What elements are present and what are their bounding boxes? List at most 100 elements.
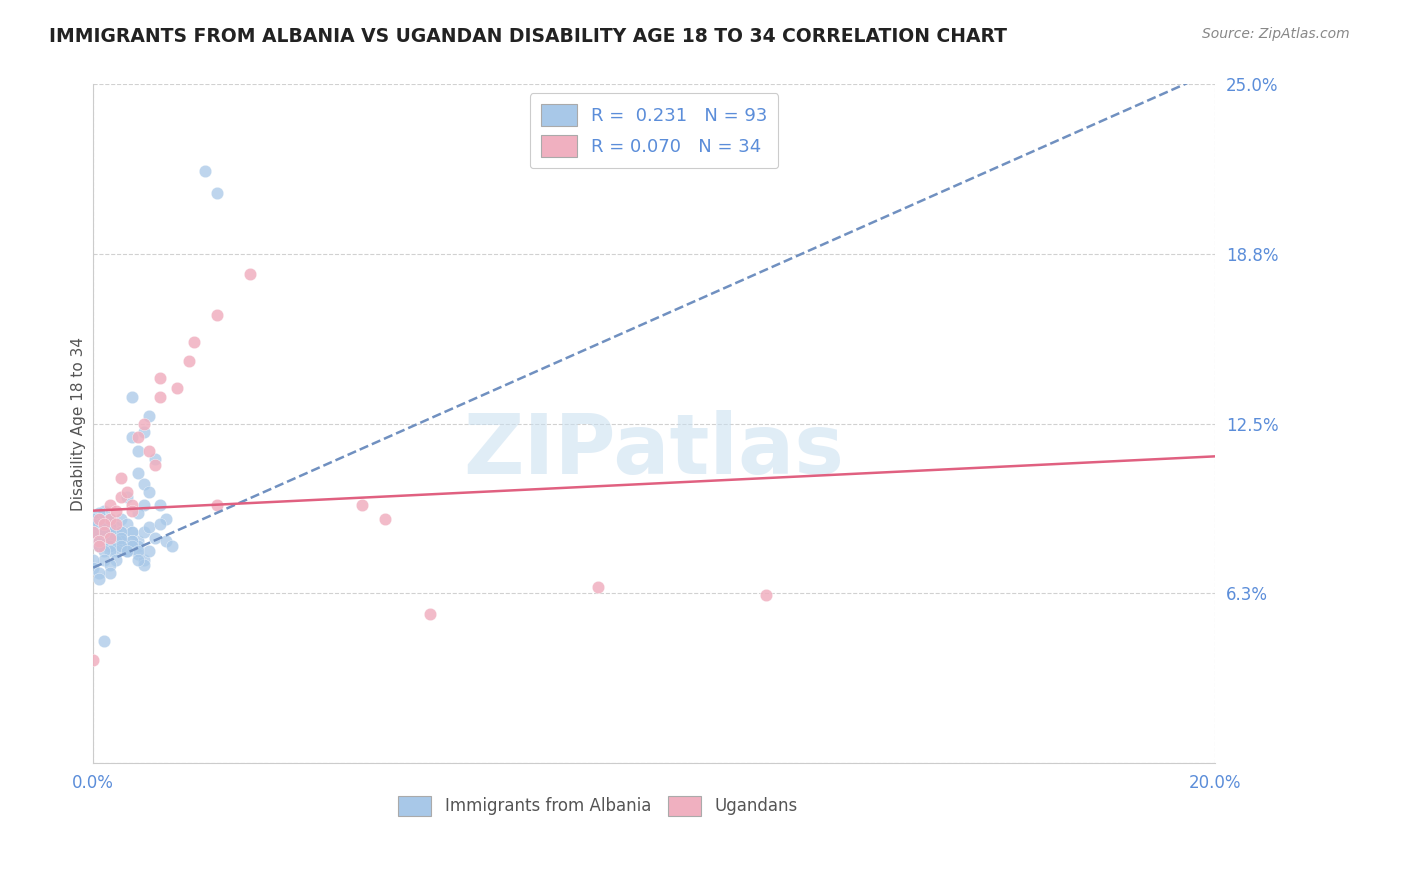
Point bbox=[143, 458, 166, 472]
Point bbox=[127, 507, 149, 521]
Legend: Immigrants from Albania, Ugandans: Immigrants from Albania, Ugandans bbox=[391, 789, 804, 822]
Point bbox=[93, 634, 115, 648]
Point bbox=[132, 417, 155, 431]
Point bbox=[115, 544, 138, 558]
Point bbox=[87, 525, 110, 540]
Point bbox=[93, 533, 115, 548]
Point bbox=[87, 531, 110, 545]
Point bbox=[104, 544, 127, 558]
Point bbox=[127, 430, 149, 444]
Point bbox=[127, 533, 149, 548]
Point bbox=[121, 498, 143, 512]
Point bbox=[194, 164, 217, 178]
Point bbox=[419, 607, 441, 621]
Point bbox=[93, 533, 115, 548]
Point bbox=[98, 544, 121, 558]
Point bbox=[138, 484, 160, 499]
Point bbox=[205, 308, 228, 322]
Point bbox=[155, 533, 177, 548]
Point bbox=[132, 425, 155, 439]
Point bbox=[352, 498, 374, 512]
Point bbox=[132, 525, 155, 540]
Point bbox=[149, 370, 172, 384]
Point bbox=[98, 512, 121, 526]
Point bbox=[93, 503, 115, 517]
Point bbox=[183, 335, 205, 350]
Point bbox=[132, 552, 155, 566]
Point bbox=[82, 653, 104, 667]
Point bbox=[98, 531, 121, 545]
Point bbox=[127, 539, 149, 553]
Point bbox=[98, 512, 121, 526]
Point bbox=[160, 539, 183, 553]
Point bbox=[110, 539, 132, 553]
Point bbox=[205, 498, 228, 512]
Point bbox=[87, 517, 110, 532]
Point bbox=[93, 525, 115, 540]
Text: IMMIGRANTS FROM ALBANIA VS UGANDAN DISABILITY AGE 18 TO 34 CORRELATION CHART: IMMIGRANTS FROM ALBANIA VS UGANDAN DISAB… bbox=[49, 27, 1007, 45]
Point bbox=[98, 498, 121, 512]
Point bbox=[121, 525, 143, 540]
Point bbox=[87, 507, 110, 521]
Point bbox=[149, 498, 172, 512]
Point bbox=[82, 512, 104, 526]
Point bbox=[87, 566, 110, 580]
Point bbox=[104, 539, 127, 553]
Point bbox=[127, 547, 149, 561]
Point bbox=[87, 539, 110, 553]
Text: ZIPatlas: ZIPatlas bbox=[464, 410, 845, 491]
Point bbox=[104, 531, 127, 545]
Point bbox=[138, 409, 160, 423]
Point bbox=[87, 539, 110, 553]
Point bbox=[93, 525, 115, 540]
Point bbox=[110, 471, 132, 485]
Point bbox=[205, 186, 228, 200]
Point bbox=[143, 531, 166, 545]
Point bbox=[121, 430, 143, 444]
Point bbox=[115, 490, 138, 504]
Point bbox=[127, 544, 149, 558]
Point bbox=[104, 552, 127, 566]
Point bbox=[115, 539, 138, 553]
Y-axis label: Disability Age 18 to 34: Disability Age 18 to 34 bbox=[72, 337, 86, 511]
Point bbox=[149, 517, 172, 532]
Point bbox=[98, 517, 121, 532]
Point bbox=[87, 533, 110, 548]
Point bbox=[104, 539, 127, 553]
Point bbox=[98, 531, 121, 545]
Point bbox=[93, 525, 115, 540]
Point bbox=[87, 572, 110, 586]
Point bbox=[98, 512, 121, 526]
Point bbox=[115, 517, 138, 532]
Point bbox=[121, 539, 143, 553]
Point bbox=[138, 520, 160, 534]
Point bbox=[98, 566, 121, 580]
Point bbox=[115, 544, 138, 558]
Point bbox=[110, 525, 132, 540]
Point bbox=[110, 512, 132, 526]
Point bbox=[110, 531, 132, 545]
Point bbox=[115, 539, 138, 553]
Point bbox=[98, 520, 121, 534]
Point bbox=[121, 533, 143, 548]
Point bbox=[138, 444, 160, 458]
Point bbox=[121, 390, 143, 404]
Point bbox=[166, 382, 188, 396]
Point bbox=[87, 533, 110, 548]
Point bbox=[104, 533, 127, 548]
Point bbox=[87, 539, 110, 553]
Point bbox=[138, 544, 160, 558]
Point bbox=[93, 517, 115, 532]
Point bbox=[93, 512, 115, 526]
Point bbox=[82, 525, 104, 540]
Point bbox=[93, 552, 115, 566]
Point bbox=[155, 512, 177, 526]
Point bbox=[121, 503, 143, 517]
Point bbox=[239, 268, 262, 282]
Point bbox=[374, 512, 396, 526]
Point bbox=[127, 552, 149, 566]
Point bbox=[110, 533, 132, 548]
Point bbox=[115, 544, 138, 558]
Point bbox=[104, 520, 127, 534]
Point bbox=[586, 580, 609, 594]
